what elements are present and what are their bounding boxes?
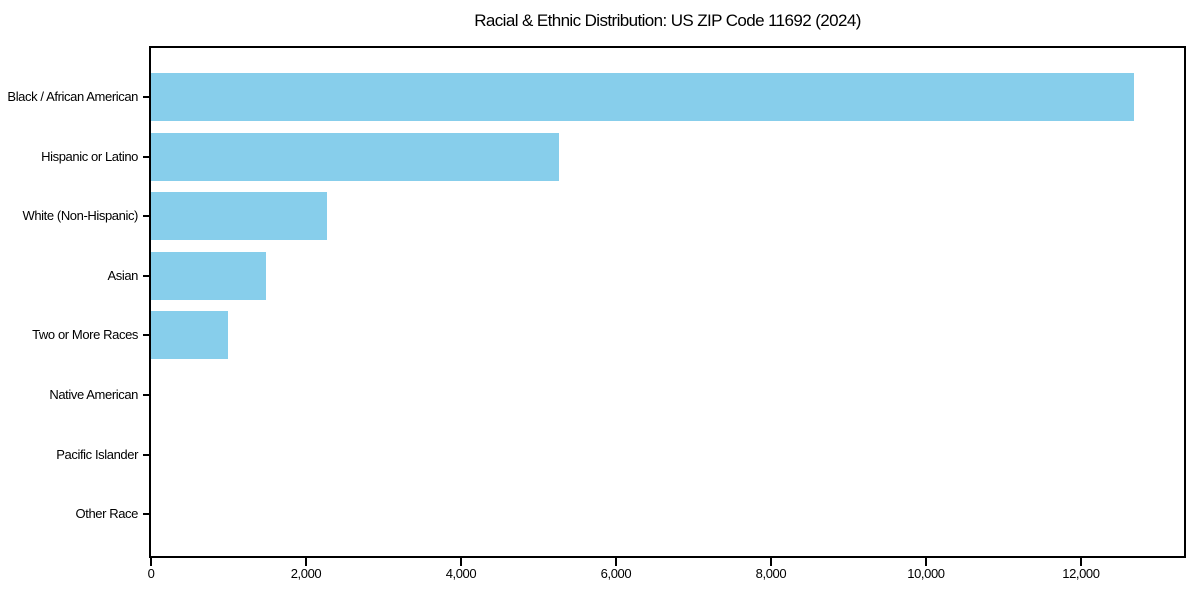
x-axis-tick (1079, 558, 1082, 566)
y-axis-tick (143, 453, 149, 456)
x-tick-label: 8,000 (755, 566, 787, 581)
y-tick-label: Other Race (75, 506, 139, 522)
x-tick-label: 2,000 (290, 566, 322, 581)
x-tick-label: 6,000 (600, 566, 632, 581)
bar-white-non-hispanic (151, 192, 327, 241)
y-tick-label: White (Non-Hispanic) (22, 208, 138, 224)
y-axis-tick (143, 274, 149, 277)
bar-hispanic-or-latino (151, 132, 560, 181)
bar-two-or-more-races (151, 311, 229, 360)
y-tick-label: Asian (107, 267, 138, 283)
x-tick-label: 4,000 (445, 566, 477, 581)
x-axis-tick (304, 558, 307, 566)
x-axis-tick (924, 558, 927, 566)
x-axis-tick (150, 558, 152, 566)
bar-asian (151, 251, 266, 300)
y-tick-label: Pacific Islander (56, 446, 138, 462)
y-axis-tick (143, 394, 149, 396)
y-axis-tick (143, 334, 149, 337)
plot-area: Black / African American Hispanic or Lati… (7, 46, 1186, 581)
bar-black-african-american (151, 73, 1135, 121)
x-axis-tick (769, 558, 772, 566)
y-tick-label: Two or More Races (32, 327, 138, 343)
y-axis-tick (143, 155, 149, 158)
y-tick-label: Black / African American (7, 89, 138, 104)
x-tick-label: 0 (147, 566, 155, 581)
y-tick-label: Hispanic or Latino (41, 148, 138, 164)
y-axis-tick (143, 513, 149, 516)
y-axis-tick (143, 96, 149, 98)
x-tick-label: 10,000 (907, 566, 945, 581)
x-axis-tick (459, 558, 462, 566)
y-axis-tick (143, 215, 149, 218)
y-tick-label: Native American (49, 387, 138, 402)
x-axis-tick (614, 558, 617, 566)
x-tick-label: 12,000 (1062, 566, 1100, 581)
chart-title: Racial & Ethnic Distribution: US ZIP Cod… (474, 11, 861, 30)
